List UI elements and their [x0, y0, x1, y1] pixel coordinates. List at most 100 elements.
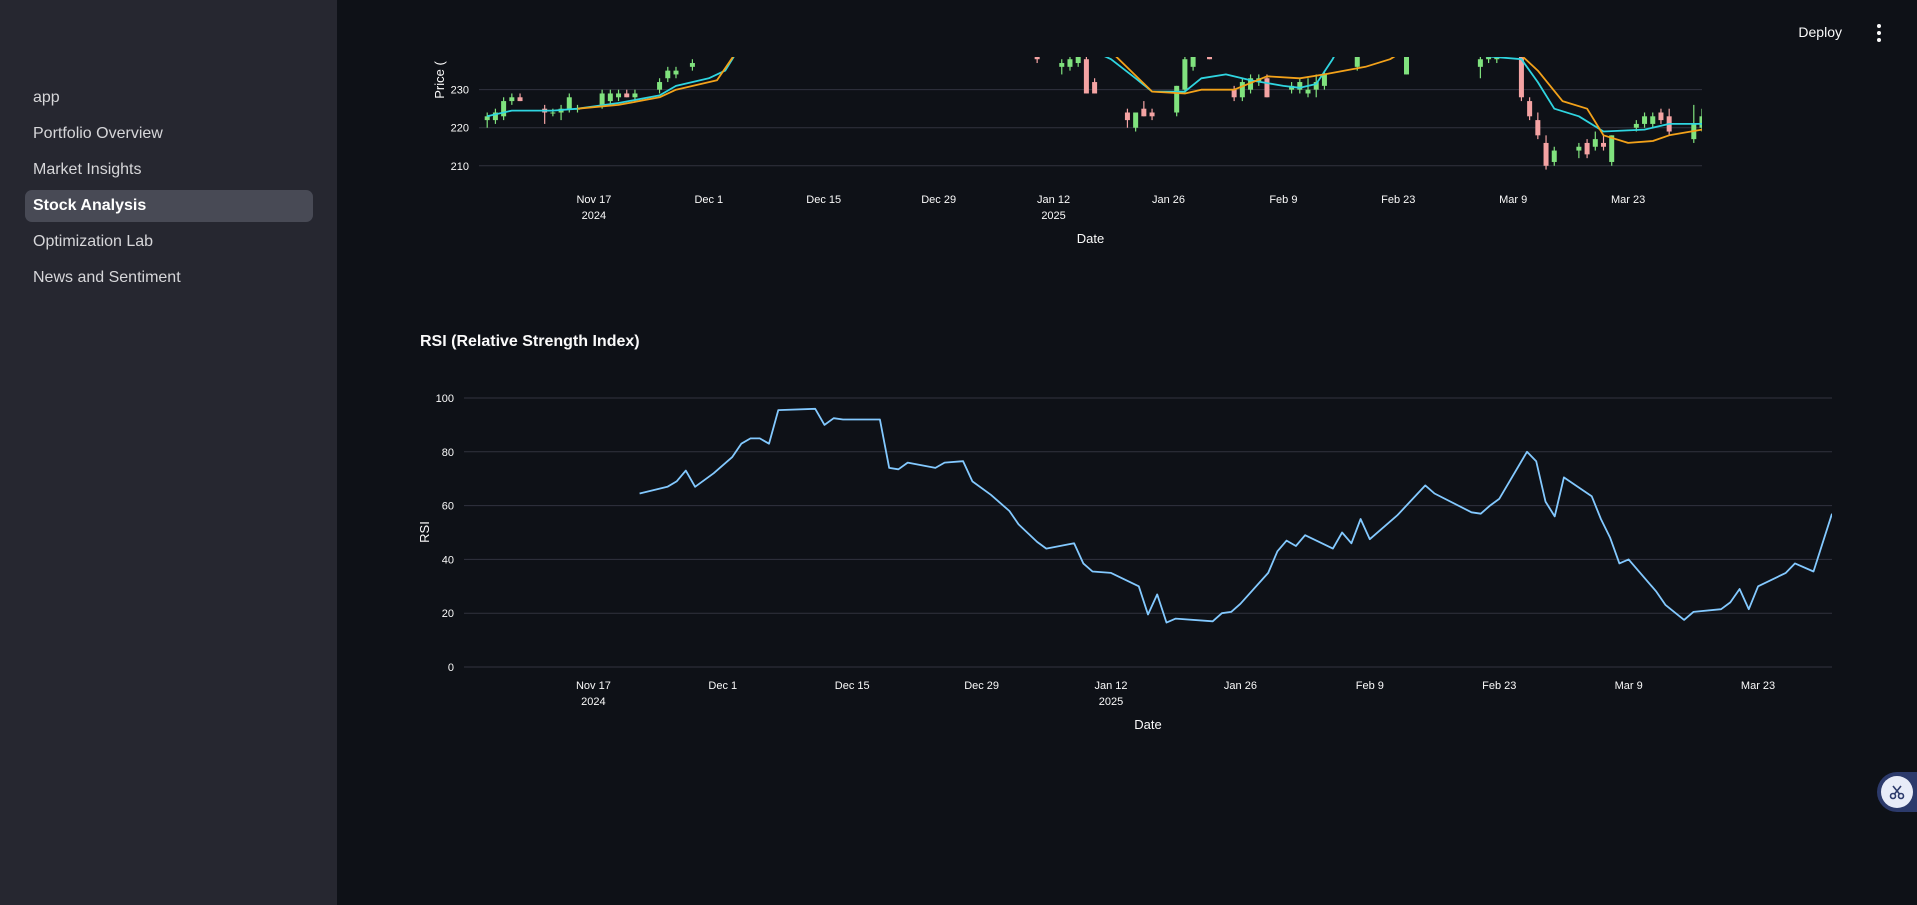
sidebar-item-stock-analysis[interactable]: Stock Analysis — [25, 190, 313, 222]
sidebar-nav: app Portfolio Overview Market Insights Stoc… — [25, 82, 313, 298]
candle-down — [1601, 135, 1607, 151]
candle-up — [558, 104, 564, 121]
candle-up — [1239, 78, 1245, 102]
candle-down — [624, 89, 630, 98]
candle-up — [673, 66, 679, 79]
candle-up — [1075, 57, 1081, 67]
x-tick-label: Dec 15 — [806, 194, 841, 206]
y-axis-title: RSI — [417, 521, 432, 543]
candle-up — [492, 108, 498, 124]
sidebar-item-market-insights[interactable]: Market Insights — [33, 161, 142, 178]
candle-up — [1059, 59, 1065, 75]
candle-up — [1182, 57, 1188, 94]
y-axis-title: Price ( — [432, 61, 447, 99]
candle-up — [1650, 112, 1656, 128]
x-tick-label: Feb 23 — [1381, 194, 1415, 206]
rsi-chart-title: RSI (Relative Strength Index) — [420, 333, 640, 350]
y-tick-label: 220 — [451, 123, 469, 135]
candle-down — [1666, 108, 1672, 136]
candle-up — [509, 93, 515, 105]
y-tick-label: 210 — [451, 161, 469, 173]
candle-up — [657, 78, 663, 94]
y-tick-label: 40 — [442, 554, 454, 566]
screenshot-widget-button[interactable] — [1877, 772, 1917, 812]
sidebar-item-optimization-lab[interactable]: Optimization Lab — [33, 233, 154, 250]
series-line-0 — [639, 407, 1832, 624]
candle-down — [1124, 108, 1130, 128]
candle-up — [689, 59, 695, 71]
x-tick-label: Jan 26 — [1224, 680, 1257, 692]
candle-up — [1404, 57, 1410, 75]
candle-up — [1313, 74, 1319, 98]
x-tick-label: Feb 23 — [1482, 680, 1516, 692]
y-tick-label: 60 — [442, 501, 454, 513]
candle-down — [1092, 78, 1098, 94]
x-tick-year-label: 2025 — [1099, 696, 1123, 708]
scissors-icon — [1881, 776, 1913, 808]
x-axis-title: Date — [1077, 231, 1104, 246]
x-tick-label: Mar 23 — [1741, 680, 1775, 692]
candle-up — [607, 89, 613, 105]
candle-down — [1543, 135, 1549, 170]
candle-down — [517, 93, 523, 102]
candle-up — [1133, 112, 1139, 132]
sidebar-item-portfolio-overview[interactable]: Portfolio Overview — [33, 125, 163, 142]
candle-down — [1527, 97, 1533, 121]
x-tick-label: Jan 12 — [1037, 194, 1070, 206]
candle-up — [1642, 112, 1648, 128]
candle-up — [1174, 85, 1180, 117]
candle-up — [1699, 108, 1702, 132]
candle-up — [1289, 82, 1295, 94]
candle-up — [1297, 78, 1303, 94]
charts-area: 210 220 230 Nov 17 2024 Dec 1 Dec 15 Dec 29 Jan … — [417, 52, 1832, 732]
x-tick-label: Jan 12 — [1095, 680, 1128, 692]
candle-down — [1149, 108, 1155, 121]
candle-down — [542, 104, 548, 124]
x-tick-label: Dec 15 — [835, 680, 870, 692]
y-tick-label: 20 — [442, 608, 454, 620]
candle-down — [1658, 108, 1664, 124]
x-tick-label: Dec 1 — [694, 194, 723, 206]
candle-up — [1576, 142, 1582, 159]
candle-up — [1551, 146, 1557, 166]
candle-up — [1305, 78, 1311, 98]
candle-up — [484, 112, 490, 128]
y-tick-label: 0 — [448, 662, 454, 674]
deploy-button[interactable]: Deploy — [1798, 24, 1842, 40]
candle-up — [1609, 135, 1615, 166]
candle-up — [1477, 57, 1483, 79]
candle-up — [1067, 57, 1073, 71]
candle-down — [1584, 139, 1590, 159]
x-tick-label: Dec 29 — [921, 194, 956, 206]
candle-down — [1231, 85, 1237, 102]
candle-up — [665, 66, 671, 83]
x-tick-label: Mar 23 — [1611, 194, 1645, 206]
more-vertical-icon[interactable] — [1871, 24, 1887, 44]
sidebar-item-news-and-sentiment[interactable]: News and Sentiment — [33, 269, 181, 286]
candle-down — [1207, 57, 1213, 60]
candle-down — [1083, 57, 1089, 94]
x-tick-label: Nov 17 — [576, 680, 611, 692]
candle-up — [1461, 52, 1466, 53]
candle-down — [1034, 57, 1040, 64]
x-tick-label: Jan 26 — [1152, 194, 1185, 206]
x-tick-year-label: 2025 — [1041, 210, 1065, 222]
sidebar-item-app[interactable]: app — [33, 89, 60, 106]
series-line-1 — [577, 57, 1702, 144]
x-tick-label: Dec 1 — [708, 680, 737, 692]
x-axis-title: Date — [1134, 717, 1161, 732]
candle-up — [616, 89, 622, 102]
candle-up — [501, 97, 507, 121]
x-tick-label: Nov 17 — [576, 194, 611, 206]
series-line-0 — [486, 57, 1702, 133]
candle-up — [1190, 57, 1196, 71]
y-tick-label: 100 — [436, 393, 454, 405]
x-tick-label: Feb 9 — [1269, 194, 1297, 206]
y-tick-label: 80 — [442, 447, 454, 459]
x-tick-label: Feb 9 — [1356, 680, 1384, 692]
x-tick-year-label: 2024 — [581, 696, 605, 708]
x-tick-label: Mar 9 — [1499, 194, 1527, 206]
y-tick-label: 230 — [451, 85, 469, 97]
x-tick-label: Dec 29 — [964, 680, 999, 692]
x-tick-label: Mar 9 — [1615, 680, 1643, 692]
